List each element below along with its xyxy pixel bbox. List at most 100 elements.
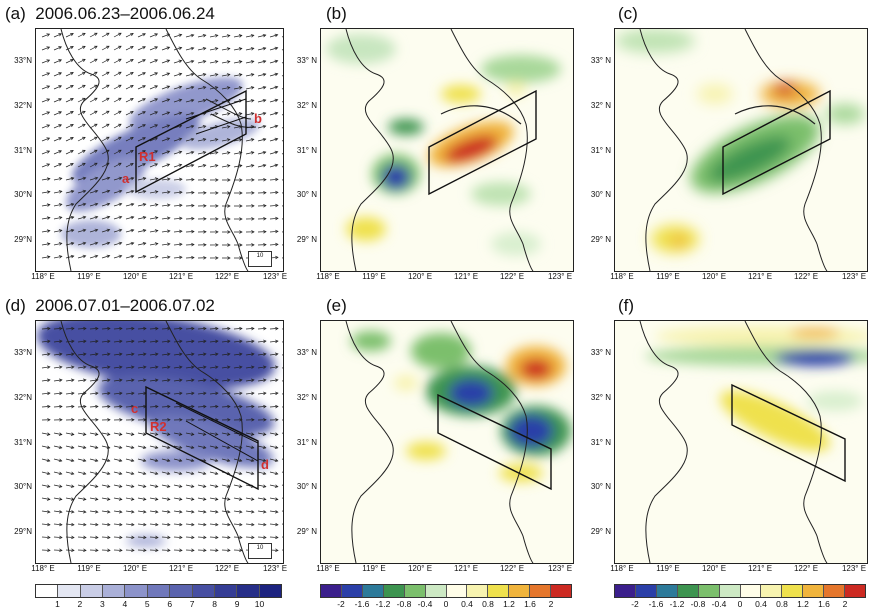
wind-vector xyxy=(161,392,170,395)
wind-vector-head xyxy=(106,254,111,259)
wind-vector-head xyxy=(190,124,195,129)
wind-vector-head xyxy=(214,471,219,476)
wind-vector xyxy=(197,73,206,77)
wind-vector xyxy=(89,510,98,513)
wind-vector xyxy=(161,85,170,90)
wind-vector-head xyxy=(239,391,243,396)
colorbar-swatch xyxy=(677,585,699,597)
wind-vector-head xyxy=(154,458,159,463)
colorbar-tick-label: 0.8 xyxy=(482,599,494,609)
lon-tick-label: 120° E xyxy=(701,564,727,573)
wind-vector-head xyxy=(227,535,231,540)
wind-vector-head xyxy=(202,445,207,449)
wind-vector-head xyxy=(118,365,123,369)
wind-vector xyxy=(233,340,242,343)
wind-vector xyxy=(209,536,219,538)
wind-vector-head xyxy=(106,176,111,181)
wind-vector xyxy=(257,523,266,526)
wind-vector-head xyxy=(142,432,147,436)
wind-vector-head xyxy=(118,32,122,36)
wind-vector xyxy=(209,458,218,462)
wind-vector xyxy=(65,328,75,330)
wind-vector-head xyxy=(250,151,255,155)
wind-vector xyxy=(173,432,182,435)
wind-vector xyxy=(233,406,243,408)
wind-vector-head xyxy=(239,326,243,331)
colorbar-tick-label: 0 xyxy=(737,599,743,609)
wind-vector-head xyxy=(143,535,147,540)
wind-vector-head xyxy=(131,548,135,553)
wind-vector xyxy=(65,59,74,64)
wind-vector xyxy=(269,366,278,369)
wind-vector xyxy=(101,32,110,38)
wind-vector-head xyxy=(262,471,267,476)
wind-vector xyxy=(161,111,170,116)
wind-vector xyxy=(209,510,218,513)
wind-vector xyxy=(113,432,122,435)
wind-vector-head xyxy=(107,548,111,553)
lon-tick-label: 118° E xyxy=(31,272,55,281)
wind-vector-head xyxy=(118,510,123,514)
wind-vector xyxy=(65,340,74,343)
wind-vector xyxy=(101,471,110,475)
wind-vector xyxy=(53,190,62,194)
wind-vector xyxy=(149,150,158,155)
wind-vector xyxy=(269,471,278,475)
wind-vector xyxy=(41,392,50,395)
wind-vector xyxy=(197,536,207,538)
wind-vector-head xyxy=(190,510,195,514)
wind-vector xyxy=(173,47,182,51)
wind-vector-head xyxy=(191,229,195,234)
wind-vector xyxy=(209,471,218,475)
lat-tick-label: 30°N xyxy=(14,482,32,491)
colorbar-swatch xyxy=(467,585,489,597)
wind-vector-head xyxy=(118,471,123,476)
wind-vector xyxy=(125,340,134,343)
wind-vector xyxy=(125,523,134,526)
wind-vector-head xyxy=(46,484,51,488)
wind-vector-head xyxy=(94,202,99,207)
wind-vector xyxy=(209,138,218,142)
wind-vector xyxy=(269,445,278,449)
wind-vector-head xyxy=(130,202,135,207)
wind-vector-head xyxy=(106,58,110,62)
wind-vector xyxy=(281,114,283,116)
wind-vector-head xyxy=(58,471,63,476)
wind-vector-head xyxy=(250,352,255,356)
wind-vector-head xyxy=(191,216,195,221)
colorbar-swatch xyxy=(80,585,104,597)
wind-vector xyxy=(281,393,283,395)
wind-vector xyxy=(281,192,283,194)
wind-vector-head xyxy=(166,352,171,356)
wind-vector xyxy=(101,216,110,220)
wind-vector xyxy=(77,353,86,356)
wind-vector xyxy=(269,536,279,538)
wind-vector-head xyxy=(190,98,195,103)
wind-vector xyxy=(161,191,170,194)
wind-vector xyxy=(233,35,242,38)
wind-vector-head xyxy=(238,73,243,77)
wind-vector xyxy=(173,523,182,526)
wind-vector-head xyxy=(154,150,159,154)
wind-vector xyxy=(53,328,63,330)
wind-vector xyxy=(149,406,159,408)
wind-vector xyxy=(113,328,123,330)
wind-vector xyxy=(41,98,50,103)
wind-vector-head xyxy=(226,112,231,116)
lat-tick-label: 29° N xyxy=(590,527,611,536)
wind-vector-head xyxy=(154,229,159,233)
wind-vector-head xyxy=(203,535,207,540)
wind-vector-head xyxy=(191,242,195,247)
wind-vector-head xyxy=(142,484,147,488)
wind-vector xyxy=(125,111,134,116)
wind-vector-head xyxy=(58,484,63,488)
wind-vector xyxy=(53,536,63,538)
wind-vector xyxy=(245,164,254,168)
wind-vector-head xyxy=(263,190,267,195)
wind-vector xyxy=(149,46,158,51)
wind-vector-head xyxy=(59,326,63,331)
wind-vector-head xyxy=(166,124,171,128)
wind-vector-head xyxy=(94,149,98,153)
wind-vector-head xyxy=(82,162,86,166)
lat-tick-label: 31°N xyxy=(14,438,32,447)
